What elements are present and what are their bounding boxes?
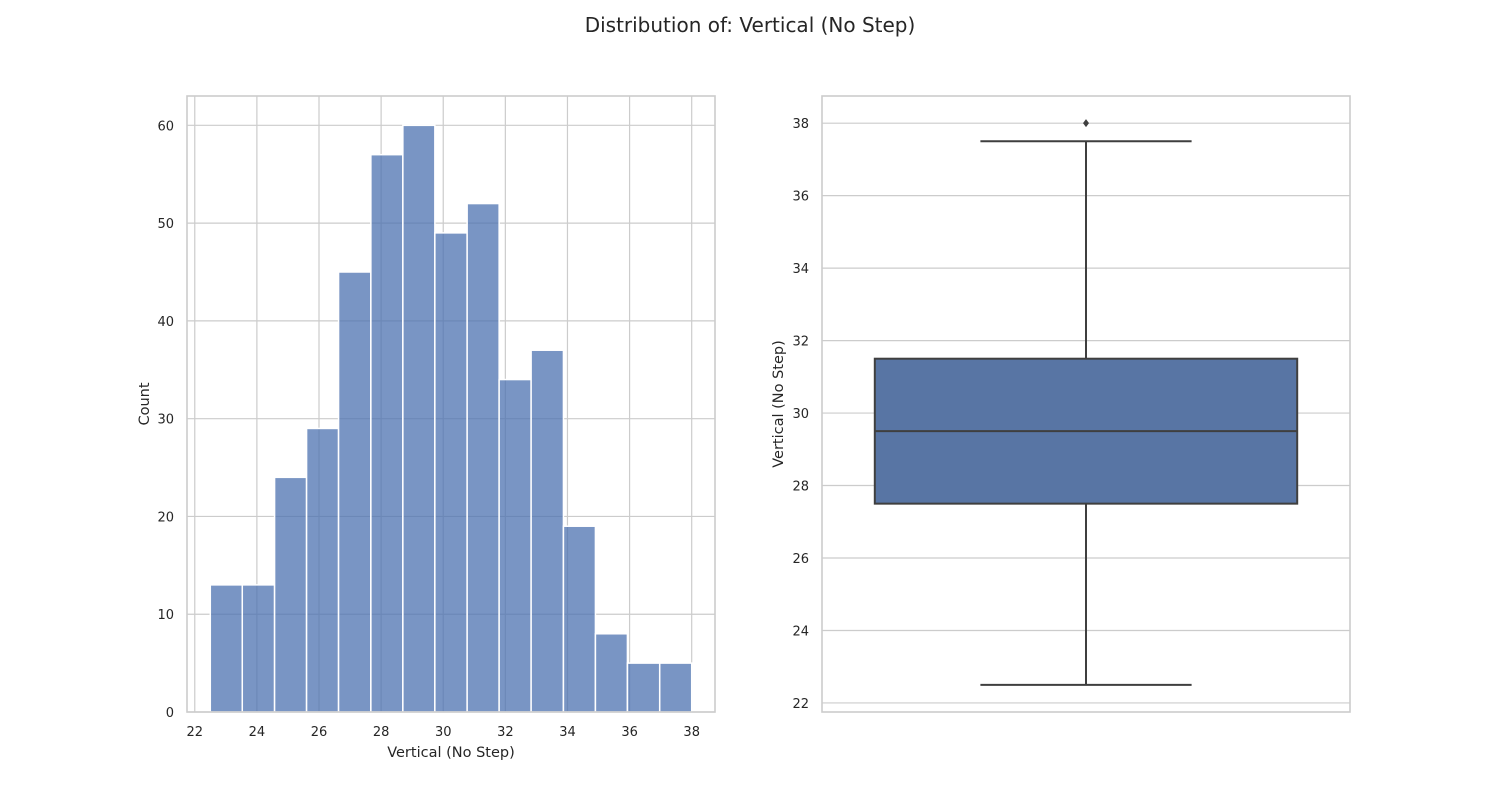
box-plot-y-tick-label: 24 [792,624,809,639]
histogram-y-tick-label: 20 [157,510,174,525]
histogram-bar [466,202,500,713]
histogram-bar [337,271,372,713]
box-plot-y-tick-label: 26 [792,552,809,567]
histogram-y-tick-label: 40 [157,315,174,330]
histogram-bar [241,584,276,713]
histogram-x-tick-label: 24 [249,725,266,740]
histogram-x-axis-label: Vertical (No Step) [387,745,515,761]
histogram-bar [402,124,436,713]
box-plot-y-tick-label: 38 [792,117,809,132]
histogram-x-tick-labels: 22 24 26 28 30 32 34 36 38 [186,725,699,740]
histogram-y-tick-label: 50 [157,217,174,232]
histogram-bar [498,378,532,713]
histogram-bar [626,662,661,713]
histogram-y-axis-label: Count [137,382,153,425]
histogram-x-tick-label: 26 [311,725,328,740]
box-plot-y-tick-label: 32 [792,335,809,350]
histogram-x-tick-label: 28 [373,725,390,740]
histogram-bar [658,662,693,713]
histogram-y-tick-label: 60 [157,119,174,134]
histogram-bar [209,584,244,713]
histogram-x-tick-label: 34 [559,725,576,740]
histogram-bar [305,427,340,713]
histogram-y-tick-labels: 0 10 20 30 40 50 60 [157,119,174,721]
histogram-bar [594,633,629,713]
histogram-x-tick-label: 22 [186,725,203,740]
box-plot-y-tick-labels: 22 24 26 28 30 32 34 36 38 [792,117,809,712]
histogram-bar [530,349,565,713]
histogram-y-tick-label: 30 [157,413,174,428]
box-plot-y-axis-label: Vertical (No Step) [771,340,787,468]
histogram-bar [273,476,308,713]
outlier-point [1083,119,1089,128]
histogram-bars [209,124,693,713]
histogram-bar [434,232,468,713]
histogram-x-tick-label: 38 [683,725,700,740]
box-plot: 22 24 26 28 30 32 34 36 38 Vertical (No Step) [771,95,1351,713]
histogram-bar [562,525,597,713]
box-plot-y-tick-label: 36 [792,190,809,205]
histogram-plot: 22 24 26 28 30 32 34 36 38 0 10 20 30 40 50 60 Vertica… [137,95,716,761]
box-plot-y-tick-label: 34 [792,262,809,277]
box-plot-y-tick-label: 28 [792,480,809,495]
histogram-y-tick-label: 10 [157,608,174,623]
box-plot-y-tick-label: 30 [792,407,809,422]
histogram-y-tick-label: 0 [166,706,174,721]
histogram-bar [370,153,404,713]
histogram-x-tick-label: 30 [435,725,452,740]
histogram-x-tick-label: 36 [621,725,638,740]
box-plot-frame [821,95,1351,713]
histogram-frame [186,95,716,713]
box-plot-marks [873,119,1299,686]
box-plot-y-tick-label: 22 [792,697,809,712]
figure-title: Distribution of: Vertical (No Step) [585,13,916,37]
histogram-x-tick-label: 32 [497,725,514,740]
